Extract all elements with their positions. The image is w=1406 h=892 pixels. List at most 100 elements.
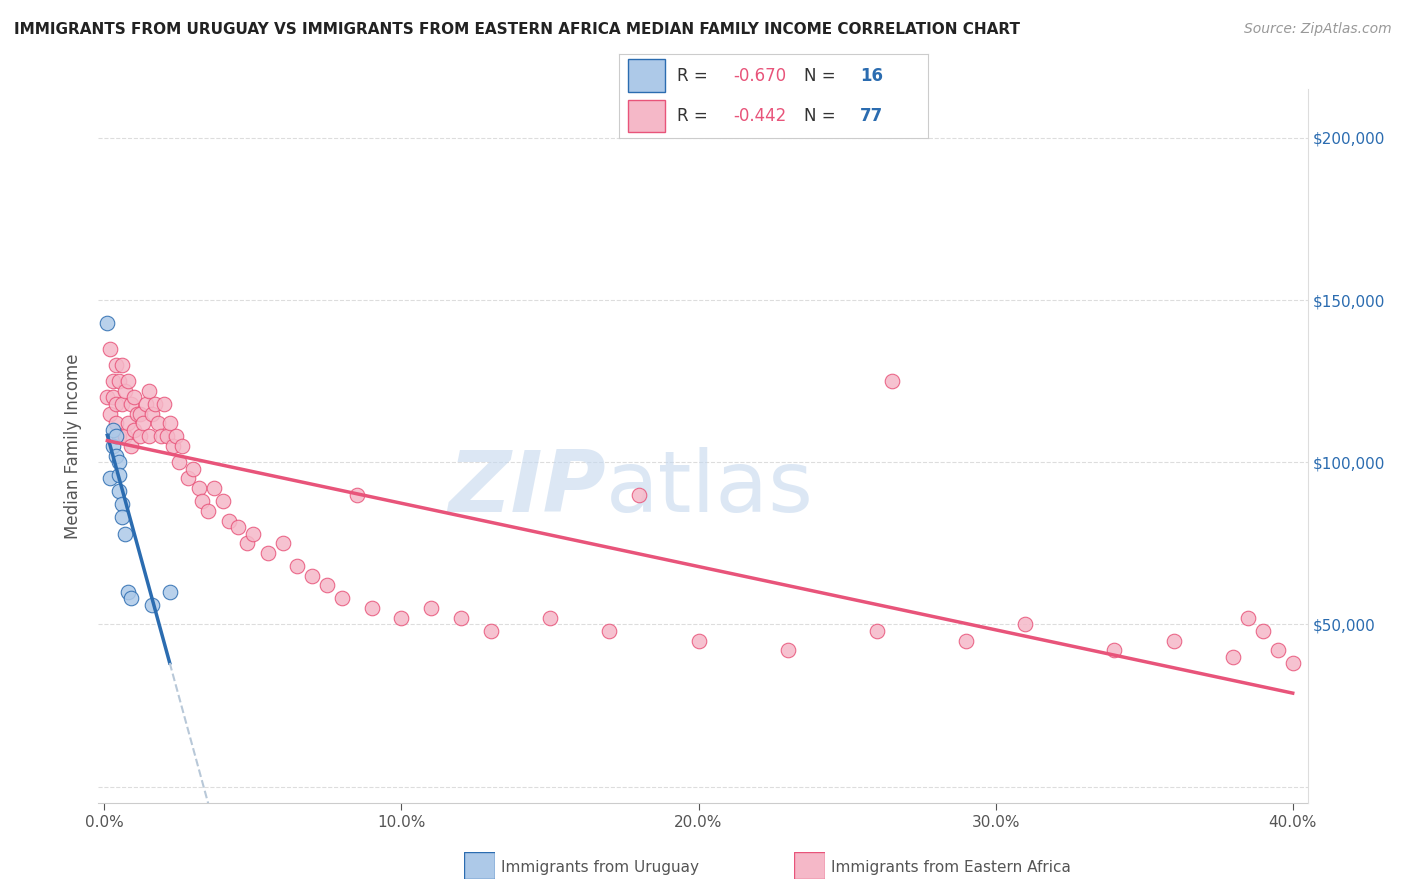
Point bbox=[114, 526, 136, 541]
Point bbox=[167, 455, 190, 469]
Point bbox=[103, 390, 125, 404]
Point bbox=[108, 484, 131, 499]
Point bbox=[212, 494, 235, 508]
Point bbox=[129, 429, 152, 443]
Point bbox=[955, 633, 977, 648]
Point bbox=[420, 601, 443, 615]
Point bbox=[236, 536, 259, 550]
Point bbox=[105, 417, 128, 431]
Point bbox=[152, 397, 174, 411]
Text: N =: N = bbox=[804, 107, 835, 125]
Point bbox=[105, 449, 128, 463]
Point bbox=[170, 439, 193, 453]
Point bbox=[120, 439, 142, 453]
Point bbox=[1014, 617, 1036, 632]
Text: ZIP: ZIP bbox=[449, 447, 606, 531]
Point bbox=[688, 633, 710, 648]
Point bbox=[111, 397, 134, 411]
Point bbox=[132, 417, 155, 431]
Point bbox=[111, 497, 134, 511]
Point bbox=[105, 429, 128, 443]
Point bbox=[156, 429, 179, 443]
Point bbox=[183, 461, 205, 475]
Point bbox=[103, 374, 125, 388]
Point bbox=[287, 559, 309, 574]
Point bbox=[159, 585, 181, 599]
Point bbox=[316, 578, 339, 592]
Point bbox=[141, 407, 163, 421]
Text: Immigrants from Eastern Africa: Immigrants from Eastern Africa bbox=[831, 860, 1071, 874]
Point bbox=[776, 643, 799, 657]
Point bbox=[628, 488, 651, 502]
Point bbox=[117, 374, 139, 388]
Point bbox=[108, 374, 131, 388]
Point bbox=[117, 417, 139, 431]
Point bbox=[202, 481, 225, 495]
Point bbox=[108, 455, 131, 469]
Point bbox=[129, 407, 152, 421]
Point bbox=[866, 624, 889, 638]
Point bbox=[117, 585, 139, 599]
Point bbox=[111, 510, 134, 524]
Point bbox=[105, 358, 128, 372]
Point bbox=[135, 397, 157, 411]
Text: 77: 77 bbox=[860, 107, 883, 125]
Point bbox=[242, 526, 264, 541]
Text: IMMIGRANTS FROM URUGUAY VS IMMIGRANTS FROM EASTERN AFRICA MEDIAN FAMILY INCOME C: IMMIGRANTS FROM URUGUAY VS IMMIGRANTS FR… bbox=[14, 22, 1021, 37]
Point bbox=[149, 429, 172, 443]
Point bbox=[98, 407, 121, 421]
Point bbox=[138, 384, 160, 398]
Point bbox=[111, 358, 134, 372]
Point bbox=[188, 481, 211, 495]
Point bbox=[159, 417, 181, 431]
Text: 16: 16 bbox=[860, 67, 883, 85]
Text: R =: R = bbox=[678, 67, 709, 85]
Point bbox=[346, 488, 368, 502]
Point bbox=[1163, 633, 1185, 648]
Bar bbox=[628, 100, 665, 132]
Bar bbox=[628, 60, 665, 92]
Y-axis label: Median Family Income: Median Family Income bbox=[65, 353, 83, 539]
Point bbox=[1104, 643, 1126, 657]
Point bbox=[598, 624, 620, 638]
Point bbox=[122, 423, 145, 437]
Point bbox=[120, 397, 142, 411]
Point bbox=[162, 439, 184, 453]
Point bbox=[103, 423, 125, 437]
Point bbox=[271, 536, 294, 550]
Point bbox=[114, 429, 136, 443]
Point bbox=[114, 384, 136, 398]
Point bbox=[146, 417, 169, 431]
Point bbox=[330, 591, 353, 606]
Point bbox=[108, 468, 131, 483]
Point bbox=[538, 611, 561, 625]
Point bbox=[218, 514, 240, 528]
Point bbox=[96, 316, 118, 330]
Point bbox=[120, 591, 142, 606]
Point bbox=[191, 494, 214, 508]
Point bbox=[226, 520, 249, 534]
Point bbox=[98, 342, 121, 356]
Point bbox=[301, 568, 323, 582]
Point bbox=[98, 471, 121, 485]
Text: -0.670: -0.670 bbox=[733, 67, 786, 85]
Point bbox=[108, 429, 131, 443]
Point bbox=[176, 471, 198, 485]
Point bbox=[1222, 649, 1244, 664]
Point bbox=[105, 397, 128, 411]
Text: N =: N = bbox=[804, 67, 835, 85]
Point bbox=[479, 624, 502, 638]
Point bbox=[165, 429, 187, 443]
Point bbox=[1267, 643, 1289, 657]
Point bbox=[1281, 657, 1303, 671]
Point bbox=[880, 374, 903, 388]
Point bbox=[360, 601, 382, 615]
Point bbox=[197, 504, 219, 518]
Point bbox=[138, 429, 160, 443]
Point bbox=[103, 439, 125, 453]
Text: Immigrants from Uruguay: Immigrants from Uruguay bbox=[501, 860, 699, 874]
Point bbox=[96, 390, 118, 404]
Point bbox=[122, 390, 145, 404]
Point bbox=[143, 397, 166, 411]
Text: atlas: atlas bbox=[606, 447, 814, 531]
